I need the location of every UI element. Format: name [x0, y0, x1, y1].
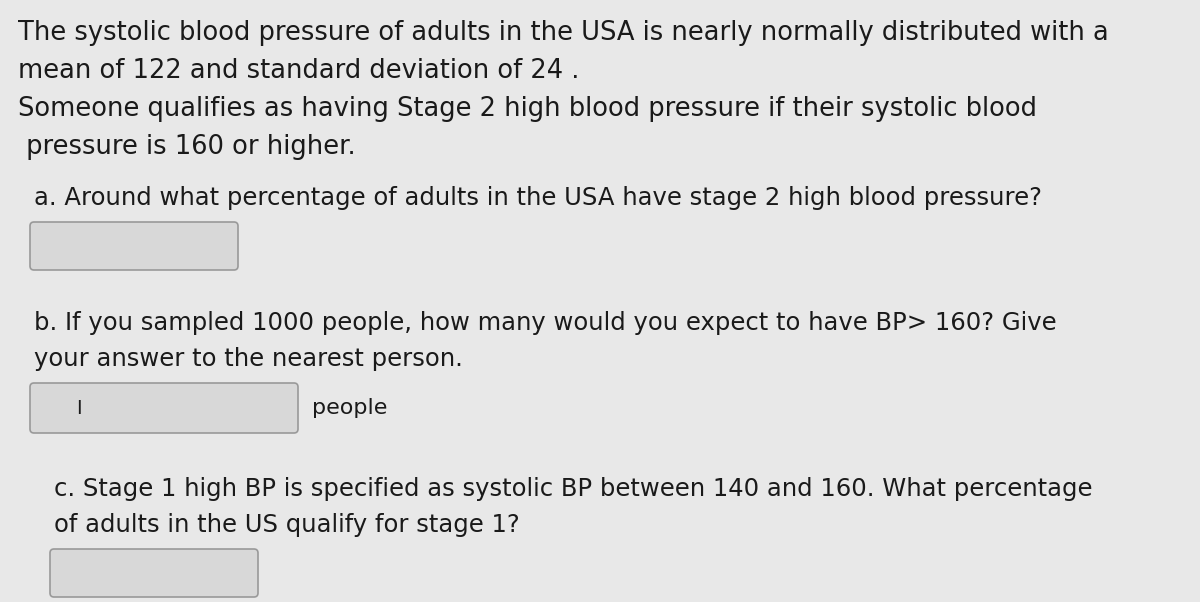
Text: of adults in the US qualify for stage 1?: of adults in the US qualify for stage 1? — [54, 513, 520, 537]
Text: c. Stage 1 high BP is specified as systolic BP between 140 and 160. What percent: c. Stage 1 high BP is specified as systo… — [54, 477, 1092, 501]
Text: pressure is 160 or higher.: pressure is 160 or higher. — [18, 134, 355, 160]
Text: Someone qualifies as having Stage 2 high blood pressure if their systolic blood: Someone qualifies as having Stage 2 high… — [18, 96, 1037, 122]
Text: b. If you sampled 1000 people, how many would you expect to have BP> 160? Give: b. If you sampled 1000 people, how many … — [34, 311, 1057, 335]
Text: your answer to the nearest person.: your answer to the nearest person. — [34, 347, 463, 371]
Text: mean of 122 and standard deviation of 24 .: mean of 122 and standard deviation of 24… — [18, 58, 580, 84]
FancyBboxPatch shape — [50, 549, 258, 597]
FancyBboxPatch shape — [30, 383, 298, 433]
FancyBboxPatch shape — [30, 222, 238, 270]
Text: people: people — [312, 398, 388, 418]
Text: a. Around what percentage of adults in the USA have stage 2 high blood pressure?: a. Around what percentage of adults in t… — [34, 186, 1042, 210]
Text: The systolic blood pressure of adults in the USA is nearly normally distributed : The systolic blood pressure of adults in… — [18, 20, 1109, 46]
Text: I: I — [76, 399, 82, 418]
